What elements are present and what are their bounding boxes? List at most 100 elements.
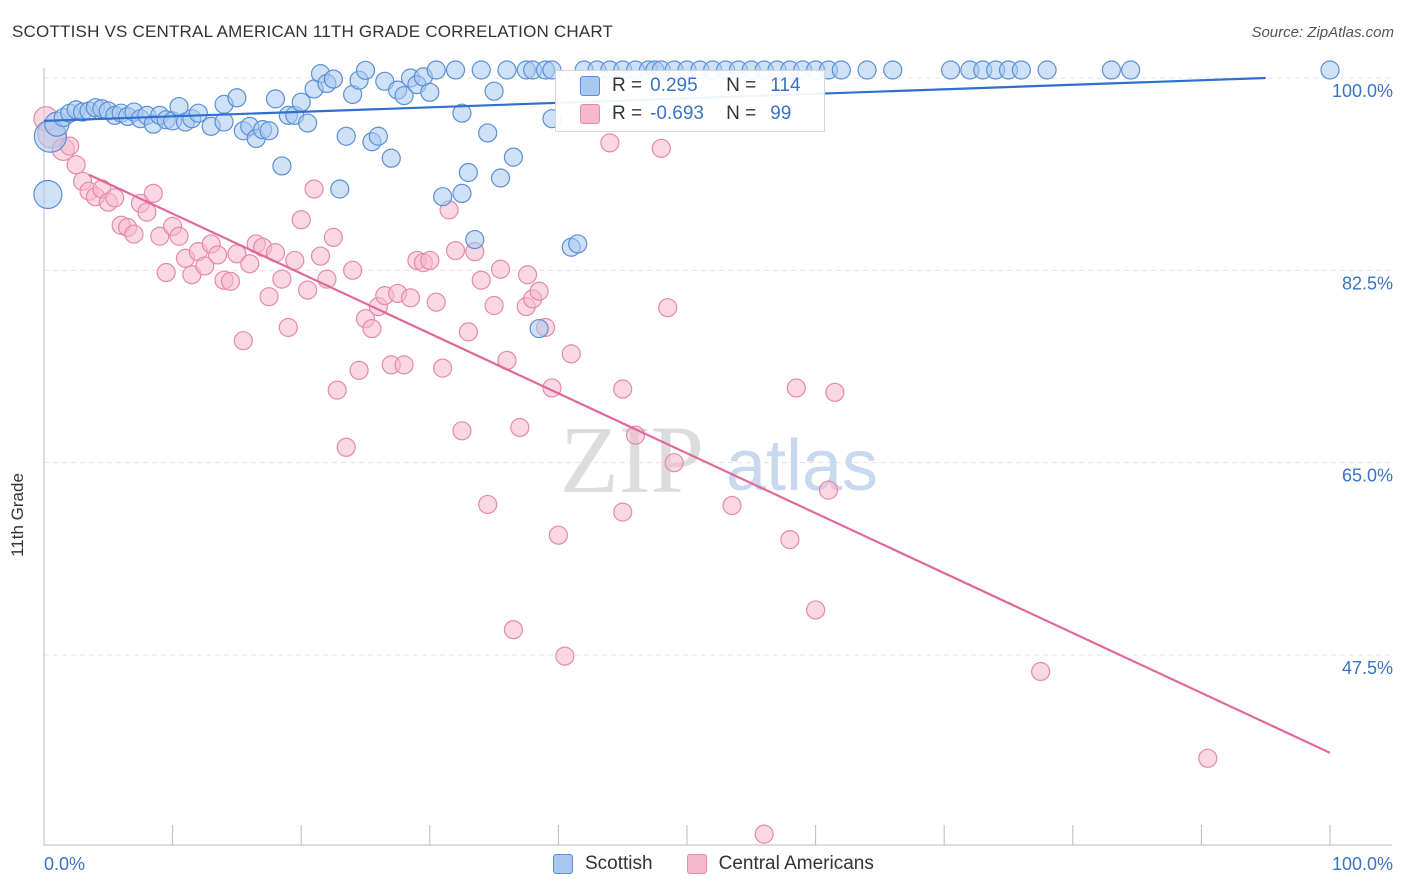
- central-americans-point: [195, 256, 215, 276]
- central-americans-point: [233, 331, 253, 351]
- central-americans-point: [445, 240, 466, 261]
- scottish-point: [478, 123, 498, 143]
- legend-row-central: R = -0.693 N = 99: [580, 101, 791, 127]
- central-americans-point: [613, 379, 633, 399]
- central-americans-point: [484, 295, 504, 316]
- central-americans-point: [613, 502, 633, 522]
- central-americans-point: [124, 224, 144, 244]
- scottish-point: [355, 60, 376, 80]
- grid-lines: [44, 77, 1392, 656]
- scottish-point: [381, 148, 401, 168]
- scottish-point: [330, 179, 350, 199]
- legend-item-scottish[interactable]: Scottish: [553, 853, 653, 875]
- central-americans-point: [517, 265, 538, 285]
- central-americans-point: [433, 358, 453, 378]
- central-americans-point: [478, 494, 498, 515]
- central-americans-point: [304, 179, 324, 199]
- central-americans-point: [259, 287, 279, 307]
- legend-swatch-scottish: [553, 854, 573, 874]
- y-tick-label: 47.5%: [1342, 658, 1393, 678]
- y-tick-label: 100.0%: [1332, 81, 1393, 101]
- scottish-point: [458, 162, 478, 183]
- central-americans-point: [561, 344, 581, 364]
- central-americans-point: [664, 453, 684, 473]
- scottish-point: [452, 103, 472, 123]
- scottish-point: [298, 113, 318, 133]
- scottish-point: [265, 89, 286, 109]
- scottish-point: [490, 168, 511, 188]
- scottish-point: [484, 81, 504, 101]
- central-americans-point: [394, 355, 414, 375]
- y-tick-label: 82.5%: [1342, 273, 1393, 293]
- scottish-point: [941, 60, 961, 80]
- scottish-point: [1320, 60, 1340, 80]
- central-americans-point: [426, 292, 446, 312]
- central-americans-point: [105, 188, 125, 208]
- legend-series: Scottish Central Americans: [553, 850, 908, 878]
- scottish-point: [497, 60, 517, 80]
- central-americans-point: [1198, 748, 1218, 768]
- central-americans-point: [490, 259, 511, 279]
- central-americans-point: [240, 254, 260, 274]
- legend-label-scottish: Scottish: [585, 853, 653, 874]
- central-americans-point: [458, 322, 478, 342]
- legend-n-label: N =: [726, 75, 757, 96]
- central-americans-point: [529, 281, 549, 301]
- central-americans-point: [452, 421, 472, 441]
- scottish-point: [831, 60, 851, 80]
- central-americans-trend-line: [88, 173, 1331, 754]
- legend-n-value: 114: [770, 75, 801, 96]
- watermark: ZIP atlas: [560, 406, 878, 513]
- legend-row-scottish: R = 0.295 N = 114: [580, 73, 801, 99]
- scottish-points: [33, 60, 1340, 339]
- source-label: Source: ZipAtlas.com: [1251, 24, 1394, 41]
- central-americans-point: [169, 226, 189, 246]
- central-americans-point: [754, 824, 774, 844]
- x-tick-label: 0.0%: [44, 854, 85, 874]
- scottish-point: [568, 234, 588, 254]
- legend-r-value: -0.693: [650, 103, 704, 124]
- central-americans-point: [658, 298, 678, 318]
- scottish-point: [426, 60, 446, 80]
- scottish-point: [227, 88, 247, 108]
- scottish-point: [503, 147, 523, 167]
- central-americans-point: [555, 646, 575, 666]
- scottish-point: [471, 60, 491, 80]
- legend-r-label: R =: [612, 75, 643, 96]
- scottish-point: [33, 179, 63, 210]
- legend-swatch-central: [686, 854, 707, 874]
- legend-item-central[interactable]: Central Americans: [686, 853, 874, 875]
- scottish-point: [465, 229, 485, 250]
- central-americans-point: [310, 246, 331, 266]
- scottish-point: [259, 121, 279, 141]
- legend-swatch-central: [580, 104, 600, 124]
- legend-r-label: R =: [612, 103, 643, 124]
- central-americans-point: [805, 600, 826, 620]
- central-americans-point: [362, 318, 382, 339]
- central-americans-points: [33, 106, 1218, 844]
- central-americans-point: [786, 378, 806, 398]
- scottish-point: [323, 69, 343, 89]
- central-americans-point: [143, 183, 163, 203]
- central-americans-point: [1031, 661, 1051, 682]
- central-americans-point: [272, 269, 292, 289]
- central-americans-point: [343, 260, 363, 280]
- scottish-point: [1037, 60, 1057, 80]
- axes: [43, 68, 1392, 846]
- scottish-point: [336, 126, 356, 146]
- scottish-point: [883, 60, 903, 80]
- central-americans-point: [780, 529, 800, 550]
- central-americans-point: [323, 227, 343, 247]
- scottish-point: [445, 60, 466, 80]
- watermark-atlas: atlas: [726, 426, 878, 506]
- legend-swatch-scottish: [580, 76, 600, 96]
- scottish-point: [452, 183, 472, 203]
- central-americans-point: [150, 226, 170, 246]
- central-americans-point: [336, 437, 356, 457]
- central-americans-point: [818, 480, 839, 500]
- central-americans-point: [503, 620, 523, 640]
- central-americans-point: [137, 202, 157, 222]
- central-americans-point: [220, 271, 241, 291]
- central-americans-point: [291, 210, 311, 230]
